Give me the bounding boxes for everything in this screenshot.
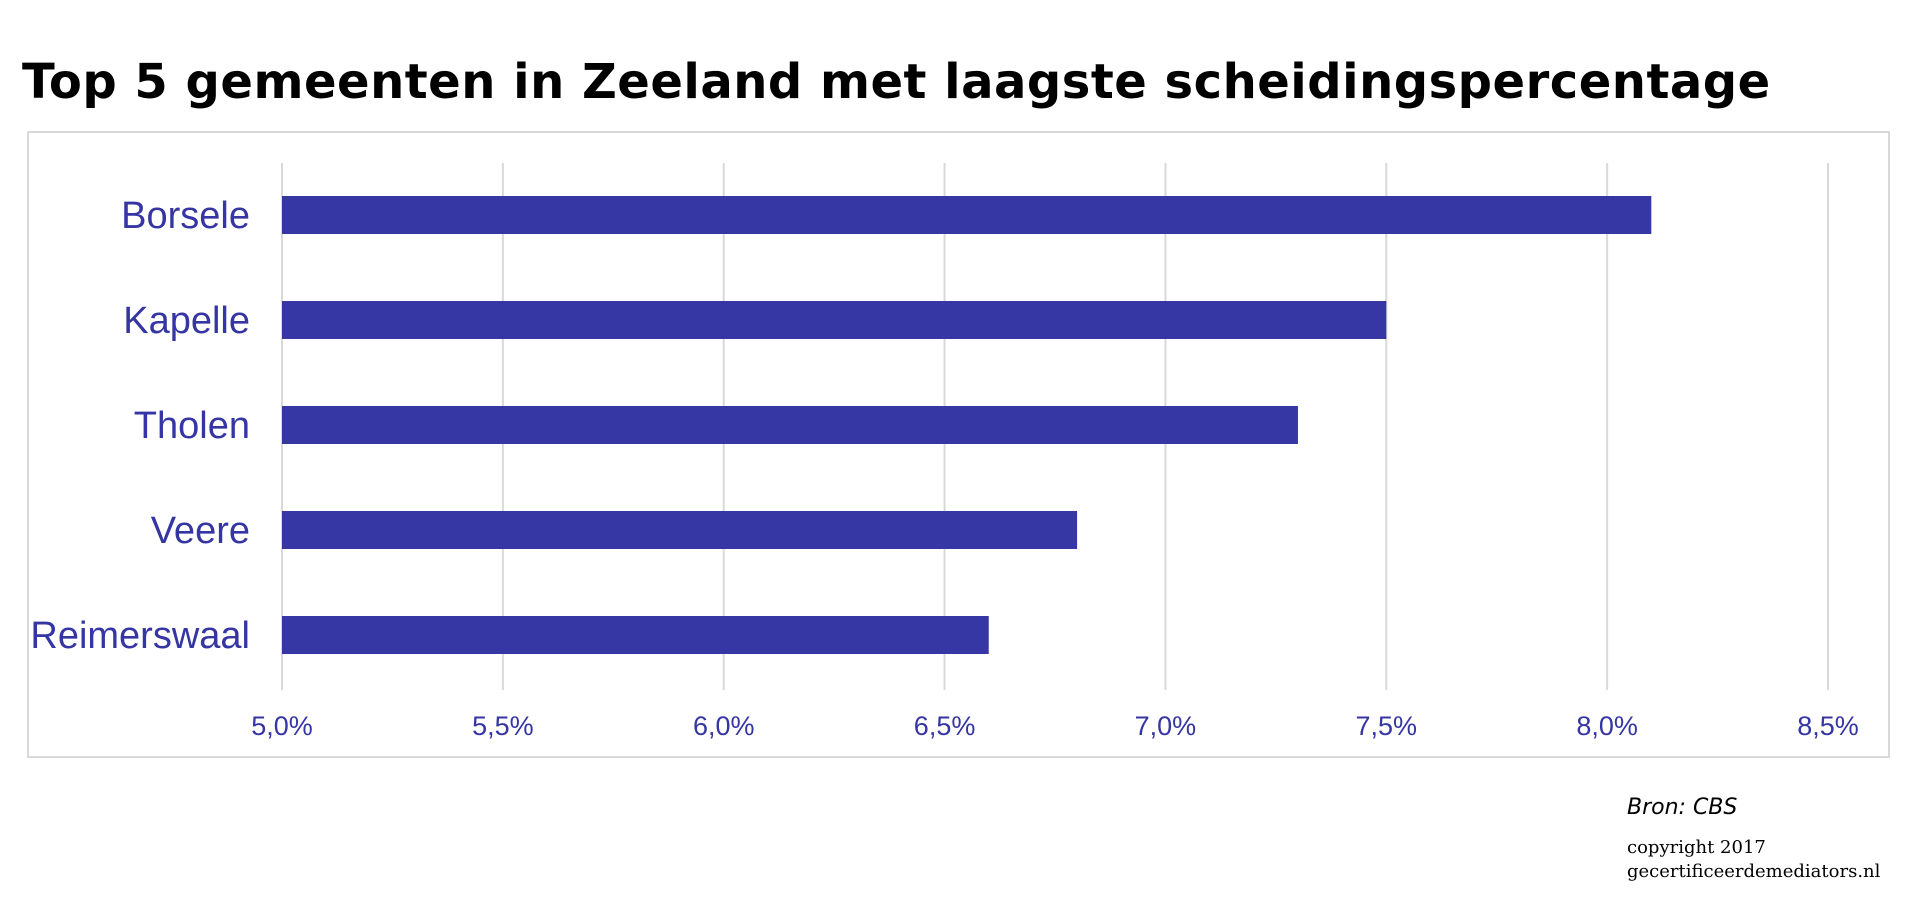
bar	[282, 511, 1078, 549]
x-tick-label: 7,5%	[1356, 711, 1418, 741]
x-tick-label: 5,0%	[251, 711, 313, 741]
bar	[282, 616, 989, 654]
copyright-line: copyright 2017	[1627, 837, 1766, 858]
category-label: Borsele	[121, 195, 250, 237]
x-tick-label: 6,5%	[914, 711, 976, 741]
source-note: Bron: CBS	[1627, 795, 1738, 820]
chart-frame	[27, 131, 1890, 758]
x-tick-label: 6,0%	[693, 711, 755, 741]
x-tick-label: 8,5%	[1797, 711, 1859, 741]
chart-title: Top 5 gemeenten in Zeeland met laagste s…	[22, 54, 1771, 110]
category-label: Reimerswaal	[30, 615, 250, 657]
bar	[282, 301, 1387, 339]
copyright-block: copyright 2017 gecertificeerdemediators.…	[1627, 836, 1880, 884]
category-label: Veere	[151, 510, 250, 552]
bar	[282, 406, 1298, 444]
x-tick-label: 5,5%	[472, 711, 534, 741]
bar	[282, 196, 1652, 234]
category-label: Kapelle	[123, 300, 250, 342]
copyright-site: gecertificeerdemediators.nl	[1627, 861, 1881, 882]
x-tick-label: 7,0%	[1135, 711, 1197, 741]
category-label: Tholen	[134, 405, 250, 447]
x-tick-label: 8,0%	[1576, 711, 1638, 741]
